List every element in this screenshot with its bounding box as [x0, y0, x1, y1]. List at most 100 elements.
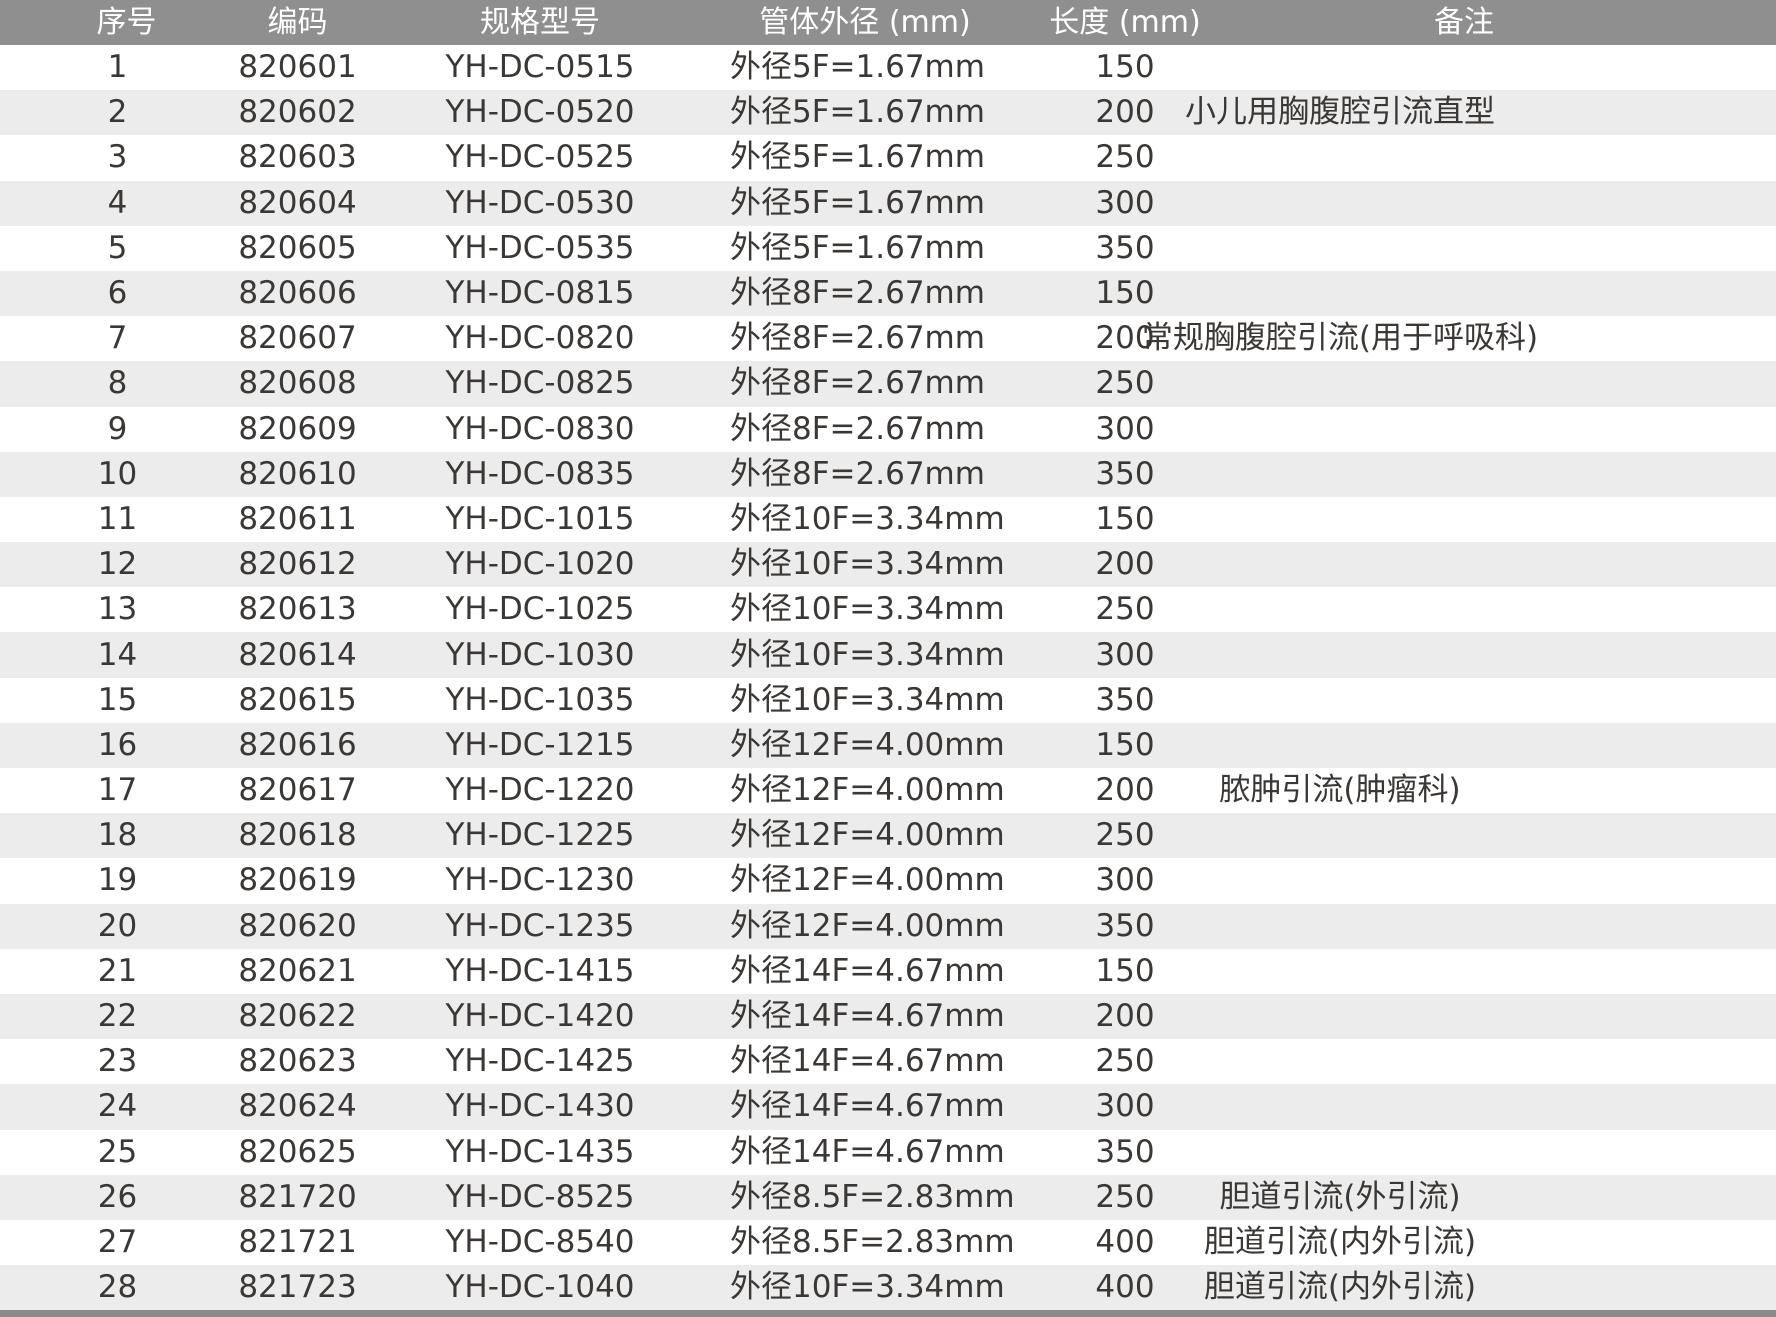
cell-length: 250 [1095, 817, 1155, 854]
cell-remark: 胆道引流(内外引流) [1203, 1269, 1477, 1306]
cell-model: YH-DC-1415 [445, 952, 635, 989]
cell-code: 820608 [238, 365, 357, 402]
table-row: 5 820605 YH-DC-0535 外径5F=1.67mm 350 [0, 226, 1776, 271]
cell-diameter: 外径10F=3.34mm [730, 591, 1005, 628]
cell-seq: 19 [97, 862, 138, 899]
cell-length: 400 [1095, 1223, 1155, 1260]
cell-code: 820612 [238, 546, 357, 583]
cell-code: 820611 [238, 500, 357, 537]
cell-diameter: 外径10F=3.34mm [730, 636, 1005, 673]
cell-code: 820610 [238, 455, 357, 492]
table-row: 1 820601 YH-DC-0515 外径5F=1.67mm 150 [0, 45, 1776, 90]
table-row: 20 820620 YH-DC-1235 外径12F=4.00mm 350 [0, 903, 1776, 949]
cell-code: 820604 [238, 184, 357, 221]
cell-code: 820615 [238, 681, 357, 718]
cell-model: YH-DC-0830 [445, 410, 635, 447]
cell-code: 820621 [238, 952, 357, 989]
cell-diameter: 外径12F=4.00mm [730, 772, 1005, 809]
cell-diameter: 外径12F=4.00mm [730, 726, 1005, 763]
cell-code: 820614 [238, 636, 357, 673]
cell-length: 350 [1095, 1133, 1155, 1170]
cell-diameter: 外径8F=2.67mm [730, 275, 985, 312]
cell-remark: 小儿用胸腹腔引流直型 [1185, 94, 1495, 131]
cell-model: YH-DC-1230 [445, 862, 635, 899]
cell-length: 300 [1095, 410, 1155, 447]
cell-length: 150 [1095, 500, 1155, 537]
cell-remark: 胆道引流(外引流) [1219, 1178, 1461, 1215]
table-row: 24 820624 YH-DC-1430 外径14F=4.67mm 300 [0, 1084, 1776, 1130]
table-row: 19 820619 YH-DC-1230 外径12F=4.00mm 300 [0, 858, 1776, 903]
table-row: 26 821720 YH-DC-8525 外径8.5F=2.83mm 250 胆… [0, 1174, 1776, 1220]
cell-code: 820616 [238, 726, 357, 763]
cell-model: YH-DC-1430 [445, 1088, 635, 1125]
table-row: 6 820606 YH-DC-0815 外径8F=2.67mm 150 [0, 270, 1776, 317]
cell-diameter: 外径8.5F=2.83mm [730, 1178, 1015, 1215]
cell-diameter: 外径8.5F=2.83mm [730, 1223, 1015, 1260]
cell-code: 820613 [238, 591, 357, 628]
cell-remark: 脓肿引流(肿瘤科) [1219, 772, 1461, 809]
cell-model: YH-DC-1020 [445, 546, 635, 583]
cell-length: 150 [1095, 275, 1155, 312]
cell-seq: 27 [97, 1223, 138, 1260]
bottom-border-bar [0, 1310, 1776, 1317]
cell-seq: 15 [97, 681, 138, 718]
cell-diameter: 外径8F=2.67mm [730, 320, 985, 357]
cell-seq: 1 [107, 49, 128, 86]
table-row: 21 820621 YH-DC-1415 外径14F=4.67mm 150 [0, 949, 1776, 994]
cell-diameter: 外径14F=4.67mm [730, 1043, 1005, 1080]
cell-code: 820624 [238, 1088, 357, 1125]
cell-diameter: 外径8F=2.67mm [730, 455, 985, 492]
cell-length: 350 [1095, 229, 1155, 266]
table-row: 2 820602 YH-DC-0520 外径5F=1.67mm 200 小儿用胸… [0, 90, 1776, 136]
cell-seq: 23 [97, 1043, 138, 1080]
table-row: 25 820625 YH-DC-1435 外径14F=4.67mm 350 [0, 1130, 1776, 1175]
cell-code: 821723 [238, 1269, 357, 1306]
cell-length: 200 [1095, 320, 1155, 357]
cell-length: 150 [1095, 952, 1155, 989]
cell-seq: 22 [97, 998, 138, 1035]
cell-model: YH-DC-1235 [445, 907, 635, 944]
cell-remark: 常规胸腹腔引流(用于呼吸科) [1141, 320, 1539, 357]
cell-length: 250 [1095, 591, 1155, 628]
cell-seq: 7 [107, 320, 128, 357]
cell-length: 300 [1095, 184, 1155, 221]
cell-code: 820625 [238, 1133, 357, 1170]
cell-diameter: 外径12F=4.00mm [730, 862, 1005, 899]
cell-seq: 3 [107, 139, 128, 176]
cell-diameter: 外径8F=2.67mm [730, 410, 985, 447]
cell-length: 200 [1095, 94, 1155, 131]
cell-length: 200 [1095, 546, 1155, 583]
cell-length: 250 [1095, 1043, 1155, 1080]
cell-code: 820623 [238, 1043, 357, 1080]
cell-model: YH-DC-1420 [445, 998, 635, 1035]
column-header-code: 编码 [267, 4, 328, 40]
table-row: 7 820607 YH-DC-0820 外径8F=2.67mm 200 常规胸腹… [0, 316, 1776, 361]
cell-diameter: 外径5F=1.67mm [730, 184, 985, 221]
cell-seq: 21 [97, 952, 138, 989]
cell-diameter: 外径12F=4.00mm [730, 817, 1005, 854]
cell-seq: 11 [97, 500, 138, 537]
table-row: 28 821723 YH-DC-1040 外径10F=3.34mm 400 胆道… [0, 1265, 1776, 1311]
cell-seq: 14 [97, 636, 138, 673]
cell-diameter: 外径10F=3.34mm [730, 1269, 1005, 1306]
table-row: 18 820618 YH-DC-1225 外径12F=4.00mm 250 [0, 813, 1776, 859]
cell-length: 250 [1095, 139, 1155, 176]
cell-code: 820622 [238, 998, 357, 1035]
cell-model: YH-DC-0835 [445, 455, 635, 492]
cell-code: 820620 [238, 907, 357, 944]
cell-diameter: 外径5F=1.67mm [730, 229, 985, 266]
cell-diameter: 外径5F=1.67mm [730, 49, 985, 86]
cell-model: YH-DC-1435 [445, 1133, 635, 1170]
cell-seq: 25 [97, 1133, 138, 1170]
cell-diameter: 外径14F=4.67mm [730, 1088, 1005, 1125]
cell-seq: 24 [97, 1088, 138, 1125]
cell-seq: 9 [107, 410, 128, 447]
cell-model: YH-DC-1030 [445, 636, 635, 673]
cell-model: YH-DC-0815 [445, 275, 635, 312]
cell-diameter: 外径12F=4.00mm [730, 907, 1005, 944]
cell-model: YH-DC-1425 [445, 1043, 635, 1080]
cell-diameter: 外径5F=1.67mm [730, 139, 985, 176]
cell-seq: 5 [107, 229, 128, 266]
cell-seq: 18 [97, 817, 138, 854]
cell-code: 820617 [238, 772, 357, 809]
